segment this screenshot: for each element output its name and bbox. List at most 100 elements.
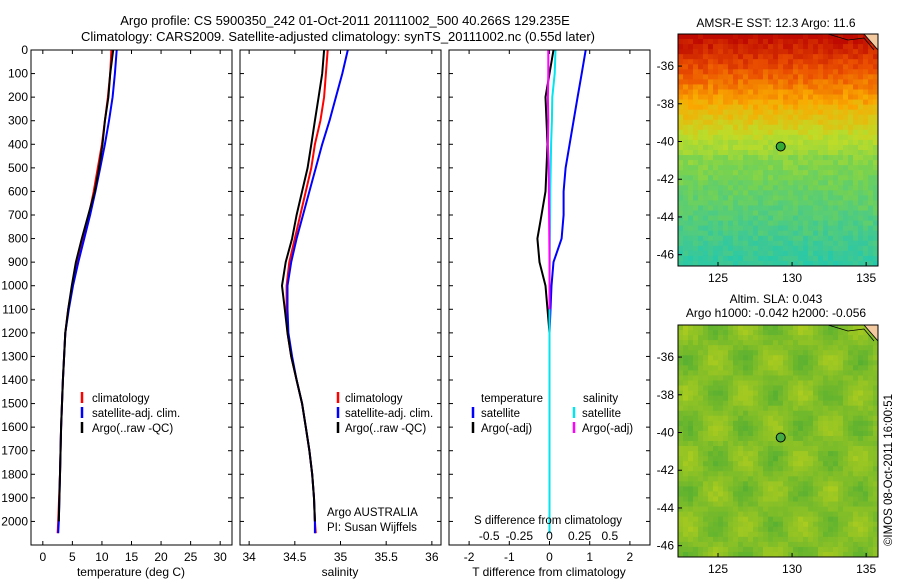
map-cell — [678, 385, 684, 391]
map-cell — [848, 476, 854, 482]
map-cell — [858, 345, 864, 351]
map-cell — [758, 155, 764, 161]
map-cell — [818, 235, 824, 242]
map-cell — [703, 405, 709, 412]
map-cell — [863, 215, 869, 222]
map-cell — [748, 119, 754, 126]
map-cell — [698, 325, 704, 331]
map-cell — [693, 380, 699, 386]
map-cell — [723, 124, 729, 131]
map-cell — [828, 89, 834, 95]
map-cell — [728, 150, 734, 156]
map-cell — [793, 420, 799, 427]
map-cell — [803, 546, 809, 553]
map-cell — [723, 205, 729, 211]
map-cell — [788, 506, 794, 513]
map-cell — [853, 405, 859, 412]
map-cell — [843, 220, 849, 227]
map-cell — [838, 526, 844, 533]
map-cell — [788, 345, 794, 351]
map-cell — [833, 370, 839, 376]
map-cell — [828, 531, 834, 538]
map-cell — [773, 54, 779, 60]
map-cell — [828, 405, 834, 412]
map-cell — [788, 104, 794, 111]
map-cell — [728, 541, 734, 548]
x-tick-label: -1 — [504, 550, 515, 564]
map-cell — [718, 516, 724, 523]
map-cell — [813, 69, 819, 75]
map-cell — [868, 486, 874, 492]
map-cell — [783, 425, 789, 432]
map-cell — [688, 34, 694, 40]
map-cell — [873, 89, 879, 95]
map-cell — [773, 200, 779, 206]
map-cell — [853, 345, 859, 351]
map-cell — [708, 235, 714, 242]
map-cell — [848, 496, 854, 502]
map-cell — [803, 420, 809, 427]
map-cell — [763, 195, 769, 201]
map-cell — [738, 360, 744, 366]
y-tick-label: -42 — [657, 463, 675, 477]
map-cell — [823, 335, 829, 341]
map-cell — [828, 415, 834, 422]
map-cell — [783, 531, 789, 538]
map-cell — [753, 255, 759, 262]
map-cell — [808, 250, 814, 257]
map-cell — [858, 34, 864, 40]
map-cell — [803, 370, 809, 376]
map-cell — [803, 400, 809, 407]
map-cell — [868, 155, 874, 161]
map-cell — [723, 150, 729, 156]
map-cell — [748, 430, 754, 437]
map-cell — [858, 330, 864, 336]
map-cell — [693, 114, 699, 121]
map-cell — [853, 175, 859, 181]
map-cell — [723, 245, 729, 252]
map-cell — [733, 335, 739, 341]
map-cell — [718, 415, 724, 422]
map-cell — [798, 400, 804, 407]
map-cell — [843, 69, 849, 75]
map-cell — [698, 39, 704, 45]
map-cell — [708, 205, 714, 211]
map-cell — [693, 74, 699, 80]
map-cell — [753, 114, 759, 121]
map-cell — [783, 114, 789, 121]
map-cell — [718, 89, 724, 95]
map-cell — [838, 124, 844, 131]
map-cell — [773, 375, 779, 381]
map-cell — [773, 511, 779, 518]
map-cell — [778, 526, 784, 533]
map-cell — [788, 491, 794, 497]
map-cell — [688, 410, 694, 417]
map-cell — [768, 134, 774, 141]
map-cell — [778, 54, 784, 60]
map-cell — [863, 59, 869, 65]
map-cell — [838, 441, 844, 447]
map-cell — [703, 430, 709, 437]
map-cell — [788, 64, 794, 70]
map-cell — [693, 345, 699, 351]
map-cell — [713, 215, 719, 222]
map-cell — [783, 486, 789, 492]
map-cell — [783, 365, 789, 371]
map-cell — [758, 195, 764, 201]
map-cell — [818, 79, 824, 85]
y-tick-label: 0 — [21, 43, 28, 57]
map-cell — [813, 355, 819, 361]
map-cell — [778, 415, 784, 422]
map-cell — [703, 109, 709, 116]
map-cell — [858, 350, 864, 356]
map-cell — [828, 84, 834, 90]
map-cell — [843, 521, 849, 528]
map-cell — [848, 54, 854, 60]
map-cell — [743, 330, 749, 336]
map-cell — [853, 79, 859, 85]
map-cell — [738, 150, 744, 156]
map-cell — [833, 139, 839, 146]
map-cell — [823, 531, 829, 538]
map-cell — [873, 526, 879, 533]
map-cell — [858, 144, 864, 151]
